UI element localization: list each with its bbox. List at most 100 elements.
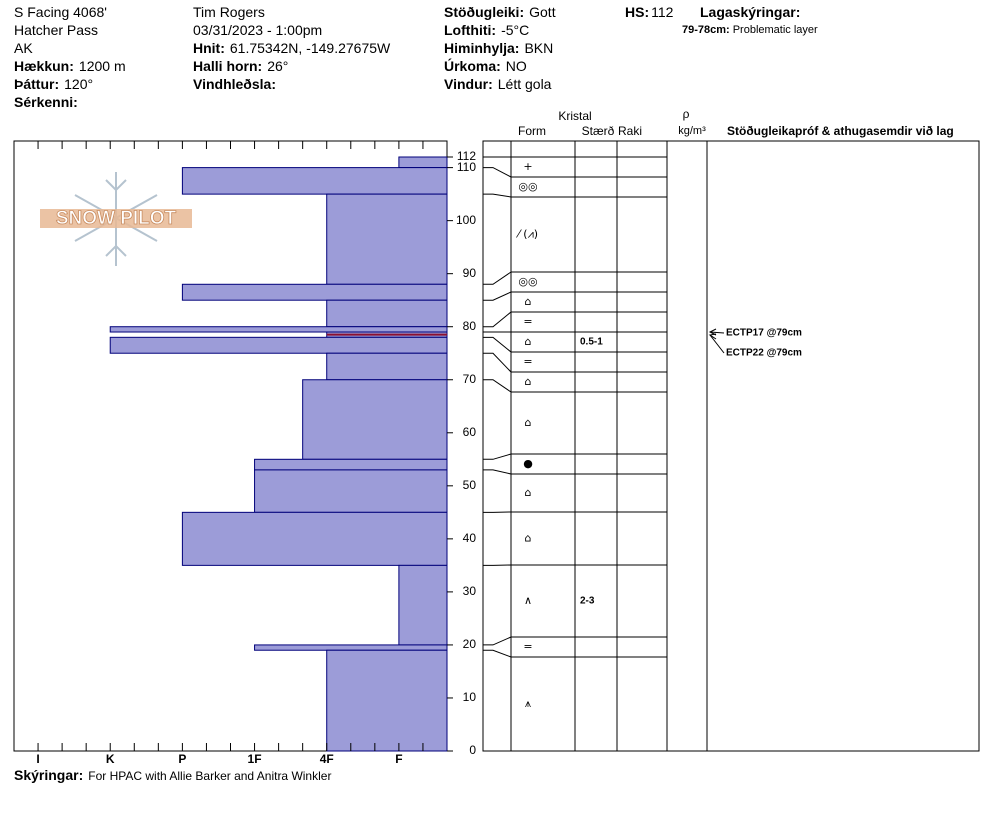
layer-connector (483, 167, 512, 178)
chart: SNOW PILOT Kristal Form Stærð Raki ρ kg/… (13, 107, 980, 766)
value: -5°C (501, 22, 530, 38)
grain-form: ⌂ (525, 335, 532, 348)
value: 120° (64, 76, 94, 92)
grain-form: ⌂ (525, 486, 532, 499)
test-arrowhead (708, 333, 717, 340)
hardness-bar (302, 379, 448, 460)
value: Létt gola (497, 76, 552, 92)
col-header: ρ (683, 107, 690, 121)
layer-connector (483, 379, 512, 393)
grain-form: = (523, 315, 532, 328)
field: Lofthiti: -5°C (444, 22, 529, 38)
grain-form: ◎◎ (518, 180, 537, 193)
field: Halli horn: 26° (193, 58, 288, 74)
label: Hækkun: (14, 58, 74, 74)
y-tick-label: 70 (463, 372, 477, 386)
hardness-bar (326, 352, 448, 381)
table-frame (482, 140, 980, 752)
grain-form: = (523, 355, 532, 368)
y-tick-label: 30 (463, 584, 477, 598)
y-tick-label: 80 (463, 319, 477, 333)
hardness-bar (181, 283, 448, 301)
y-tick-label: 90 (463, 266, 477, 280)
col-header: Kristal (558, 109, 591, 123)
y-tick-label: 20 (463, 637, 477, 651)
value: For HPAC with Allie Barker and Anitra Wi… (88, 769, 332, 783)
label: Stöðugleiki: (444, 4, 525, 20)
area: Hatcher Pass (14, 22, 99, 38)
label: HS: (625, 4, 650, 20)
field: Vindur: Létt gola (444, 76, 551, 92)
grain-form: ⌂ (525, 416, 532, 429)
label: Vindhleðsla: (193, 76, 276, 92)
layer-connector (483, 311, 512, 328)
x-tick-label: I (36, 752, 39, 766)
column-lines (510, 141, 708, 751)
observer: Tim Rogers (193, 4, 265, 20)
x-tick-label: 1F (248, 752, 262, 766)
hardness-bar (181, 511, 448, 566)
hardness-bar (109, 326, 448, 333)
grain-form: + (523, 160, 532, 173)
grain-form: ⌂ (525, 375, 532, 388)
logo-text: SNOW PILOT (56, 208, 177, 229)
layer-connector (483, 649, 512, 658)
value: Gott (529, 4, 556, 20)
value: BKN (524, 40, 554, 56)
y-tick-label: 100 (456, 213, 476, 227)
layer-connector (483, 336, 512, 353)
logo-band (40, 209, 192, 228)
test-arrow (709, 334, 725, 354)
hardness-bar (326, 299, 448, 328)
y-tick-label: 112 (457, 149, 476, 163)
hardness-bar (254, 458, 448, 471)
field: Sérkenni: (14, 94, 83, 110)
y-tick-label: 0 (469, 743, 476, 757)
value: Problematic layer (732, 24, 818, 36)
field: 79-78cm: Problematic layer (682, 24, 818, 36)
hardness-bar (181, 167, 448, 195)
value: 112 (651, 4, 674, 20)
y-tick-label: 60 (463, 425, 477, 439)
grain-form: ⌂ (525, 532, 532, 545)
label: Þáttur: (14, 76, 60, 92)
field: Vindhleðsla: (193, 76, 281, 92)
test-label: ECTP17 @79cm (726, 328, 802, 339)
x-tick-label: F (395, 752, 402, 766)
x-tick-label: P (178, 752, 186, 766)
hardness-bar (109, 336, 448, 354)
hardness-bar (254, 644, 448, 651)
layer-connector (483, 636, 512, 646)
grain-form: ● (523, 457, 533, 470)
test-label: ECTP22 @79cm (726, 348, 802, 359)
y-tick-label: 10 (463, 690, 477, 704)
grain-size: 2-3 (580, 596, 595, 607)
layer-connector (483, 271, 512, 285)
label: Hnit: (193, 40, 225, 56)
field: Hnit: 61.75342N, -149.27675W (193, 40, 390, 56)
hardness-bar (254, 469, 448, 513)
y-tick-label: 40 (463, 531, 477, 545)
grain-form: ⁄ (⩘) (515, 228, 538, 241)
hardness-bar (398, 156, 448, 169)
label: Halli horn: (193, 58, 263, 74)
y-tick-label: 50 (463, 478, 477, 492)
label: Vindur: (444, 76, 493, 92)
layer-connector (483, 193, 512, 198)
grain-form: ⩚ (525, 697, 531, 710)
layer-connector (483, 352, 512, 373)
col-header: kg/m³ (678, 125, 706, 137)
col-header: Form (518, 124, 546, 138)
value: NO (505, 58, 527, 74)
hardness-bar (326, 193, 448, 285)
x-tick-label: K (106, 752, 115, 766)
grain-form: ∧ (524, 594, 532, 607)
col-header: Stærð (582, 124, 615, 138)
test-arrow (709, 331, 725, 334)
col-header: Stöðugleikapróf & athugasemdir við lag (727, 124, 954, 138)
layer-notes-title: Lagaskýringar: (700, 4, 805, 20)
footer: Skýringar: For HPAC with Allie Barker and… (14, 767, 331, 783)
layer-connector (483, 291, 512, 301)
grain-form: ⌂ (525, 295, 532, 308)
